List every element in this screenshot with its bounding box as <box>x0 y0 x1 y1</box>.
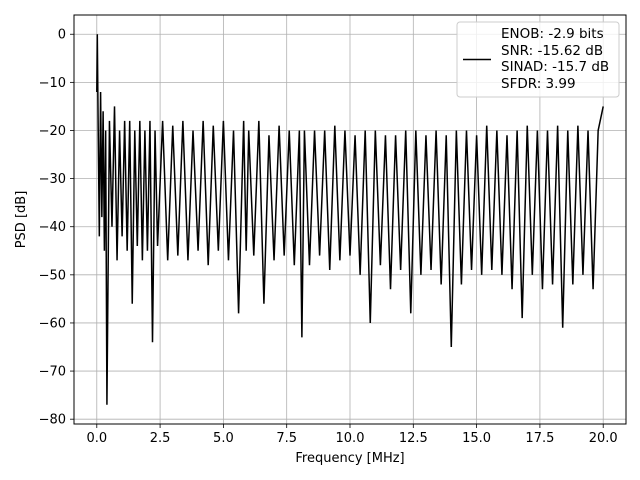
x-axis-label: Frequency [MHz] <box>295 451 404 466</box>
x-tick-label: 15.0 <box>462 431 491 446</box>
axis-ticks: 0.0 2.5 5.0 7.5 10.0 12.5 15.0 17.5 20.0 0 −10 −20 −… <box>39 28 618 446</box>
legend: ENOB: -2.9 bits SNR: -15.62 dB SINAD: -1… <box>456 21 620 98</box>
y-tick-label: −40 <box>39 220 66 235</box>
x-tick-label: 0.0 <box>86 431 107 446</box>
y-tick-label: −50 <box>39 268 66 283</box>
x-tick-label: 2.5 <box>150 431 171 446</box>
y-tick-label: −20 <box>39 124 66 139</box>
x-tick-label: 7.5 <box>276 431 297 446</box>
y-tick-label: −30 <box>39 172 66 187</box>
y-tick-label: −10 <box>39 76 66 91</box>
y-tick-label: −70 <box>39 365 66 380</box>
plot-area <box>96 34 604 405</box>
legend-snr: SNR: -15.62 dB <box>501 43 603 59</box>
x-tick-label: 10.0 <box>336 431 365 446</box>
y-tick-label: −60 <box>39 316 66 331</box>
y-tick-label: −80 <box>39 413 66 428</box>
y-axis-label: PSD [dB] <box>14 191 29 249</box>
x-tick-label: 20.0 <box>589 431 618 446</box>
y-tick-label: 0 <box>58 28 66 43</box>
legend-sfdr: SFDR: 3.99 <box>501 76 576 92</box>
legend-box <box>456 21 620 98</box>
legend-sinad: SINAD: -15.7 dB <box>501 59 609 75</box>
x-tick-label: 5.0 <box>213 431 234 446</box>
psd-series-line <box>96 34 604 405</box>
x-tick-label: 12.5 <box>399 431 428 446</box>
legend-enob: ENOB: -2.9 bits <box>501 26 604 42</box>
x-tick-label: 17.5 <box>525 431 554 446</box>
